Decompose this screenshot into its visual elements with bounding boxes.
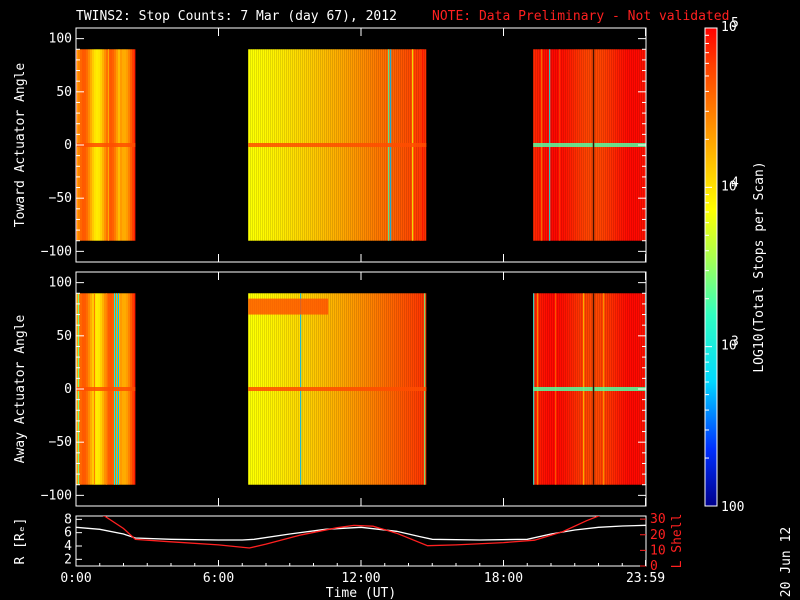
lshell-tick-label: 0 [650, 559, 658, 574]
x-tick-label: 0:00 [60, 571, 91, 586]
y-tick-label: −100 [41, 244, 72, 259]
x-tick-label: 12:00 [341, 571, 380, 586]
toward-heatmap [76, 49, 646, 241]
y-tick-label: 0 [64, 382, 72, 397]
zero-angle-band [76, 143, 136, 147]
radius-line [76, 524, 646, 541]
data-block [533, 49, 646, 241]
y-tick-label: 0 [64, 138, 72, 153]
data-block [533, 293, 647, 485]
zero-angle-band [76, 387, 136, 391]
colorbar-tick-label: 10 [721, 179, 737, 194]
lshell-ylabel: L Shell [670, 514, 685, 569]
chart-title: TWINS2: Stop Counts: 7 Mar (day 67), 201… [76, 9, 397, 24]
y-tick-label: 100 [49, 32, 72, 47]
data-block [76, 49, 136, 241]
lshell-tick-label: 20 [650, 528, 666, 543]
data-note: NOTE: Data Preliminary - Not validated [432, 9, 729, 24]
toward-ylabel: Toward Actuator Angle [13, 63, 28, 228]
lshell-line [102, 516, 601, 549]
zero-angle-band [248, 387, 427, 391]
y-tick-label: 50 [56, 85, 72, 100]
lshell-tick-label: 30 [650, 512, 666, 527]
time-xlabel: Time (UT) [326, 586, 396, 600]
y-tick-label: −100 [41, 488, 72, 503]
date-stamp: 20 Jun 12 [779, 527, 794, 597]
data-block [76, 293, 136, 485]
toward-panel: 100 50 0 −50 −100 Toward Actuator Angle [13, 27, 647, 263]
x-tick-label: 18:00 [484, 571, 523, 586]
away-y-axis: 100 50 0 −50 −100 [41, 272, 647, 506]
away-panel: 100 50 0 −50 −100 Away Actuator Angle [13, 271, 647, 507]
x-tick-label: 6:00 [203, 571, 234, 586]
y-tick-label: −50 [49, 191, 72, 206]
x-tick-label: 23:59 [626, 571, 665, 586]
colorbar-tick-label: 10 [721, 339, 737, 354]
data-block [248, 49, 427, 241]
colorbar-tick-exponent: 4 [731, 175, 739, 190]
colorbar-tick-label: 10 [721, 20, 737, 35]
zero-angle-band [533, 143, 646, 147]
gap-line [592, 49, 595, 241]
radius-tick-label: 8 [64, 512, 72, 527]
colorbar-tick-exponent: 5 [731, 16, 739, 31]
radius-tick-label: 4 [64, 539, 72, 554]
colorbar-tick-label: 100 [721, 500, 744, 515]
zero-angle-band [533, 387, 646, 391]
gap-line [592, 293, 595, 485]
toward-y-axis: 100 50 0 −50 −100 [41, 28, 647, 262]
zero-angle-band [248, 143, 427, 147]
away-heatmap [76, 293, 647, 485]
data-block [248, 293, 427, 485]
y-tick-label: 100 [49, 276, 72, 291]
orbit-lines [76, 516, 646, 549]
colorbar-tick-exponent: 3 [731, 335, 739, 350]
radius-ylabel: R [Rₑ] [13, 518, 28, 565]
radius-tick-label: 2 [64, 552, 72, 567]
y-tick-label: −50 [49, 435, 72, 450]
radius-tick-label: 6 [64, 526, 72, 541]
lshell-tick-label: 10 [650, 543, 666, 558]
colorbar-label: LOG10(Total Stops per Scan) [752, 161, 767, 372]
high-angle-band [248, 298, 329, 315]
y-tick-label: 50 [56, 329, 72, 344]
away-ylabel: Away Actuator Angle [13, 314, 28, 463]
colorbar-gradient [705, 28, 717, 506]
